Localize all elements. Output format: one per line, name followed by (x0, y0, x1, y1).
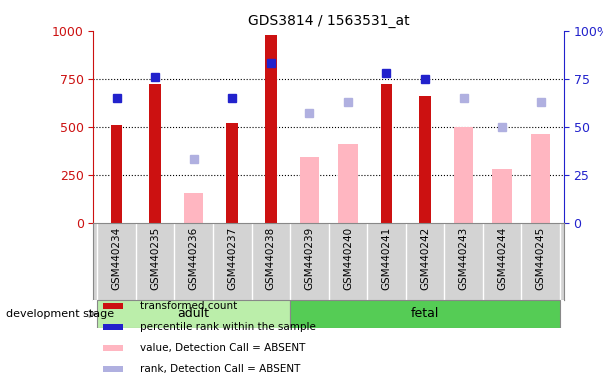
Text: transformed count: transformed count (140, 301, 238, 311)
Bar (103, 345, 122, 351)
Text: GSM440238: GSM440238 (266, 227, 276, 290)
Text: GSM440240: GSM440240 (343, 227, 353, 290)
Text: GSM440242: GSM440242 (420, 227, 430, 290)
Bar (184, 193, 203, 223)
Text: fetal: fetal (411, 308, 439, 320)
Text: GSM440237: GSM440237 (227, 227, 237, 290)
Bar (97, 300, 290, 328)
Text: GSM440245: GSM440245 (535, 227, 546, 290)
Bar (493, 169, 512, 223)
Text: GSM440234: GSM440234 (112, 227, 122, 290)
Bar (265, 35, 277, 223)
Text: GSM440244: GSM440244 (497, 227, 507, 290)
Text: rank, Detection Call = ABSENT: rank, Detection Call = ABSENT (140, 364, 301, 374)
Text: percentile rank within the sample: percentile rank within the sample (140, 322, 317, 332)
Text: GSM440241: GSM440241 (382, 227, 391, 290)
Bar (227, 123, 238, 223)
Bar (300, 157, 319, 223)
Bar (150, 84, 161, 223)
Bar (103, 303, 122, 309)
Text: adult: adult (178, 308, 210, 320)
Bar (103, 324, 122, 330)
Bar (531, 134, 551, 223)
Bar (103, 366, 122, 372)
Bar (111, 125, 122, 223)
Bar (380, 84, 392, 223)
Title: GDS3814 / 1563531_at: GDS3814 / 1563531_at (248, 14, 409, 28)
Text: development stage: development stage (6, 309, 114, 319)
Bar (419, 96, 431, 223)
Bar (454, 127, 473, 223)
Text: GSM440236: GSM440236 (189, 227, 199, 290)
Text: GSM440235: GSM440235 (150, 227, 160, 290)
Bar (338, 144, 358, 223)
Text: GSM440243: GSM440243 (458, 227, 469, 290)
Text: value, Detection Call = ABSENT: value, Detection Call = ABSENT (140, 343, 306, 353)
Bar (290, 300, 560, 328)
Text: GSM440239: GSM440239 (305, 227, 314, 290)
